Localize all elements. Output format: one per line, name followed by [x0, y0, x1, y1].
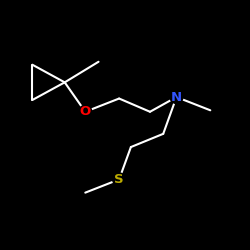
Text: S: S	[114, 173, 124, 186]
Text: N: N	[171, 90, 182, 104]
Circle shape	[79, 105, 92, 118]
Circle shape	[170, 90, 183, 104]
Circle shape	[113, 173, 126, 186]
Text: O: O	[80, 105, 91, 118]
